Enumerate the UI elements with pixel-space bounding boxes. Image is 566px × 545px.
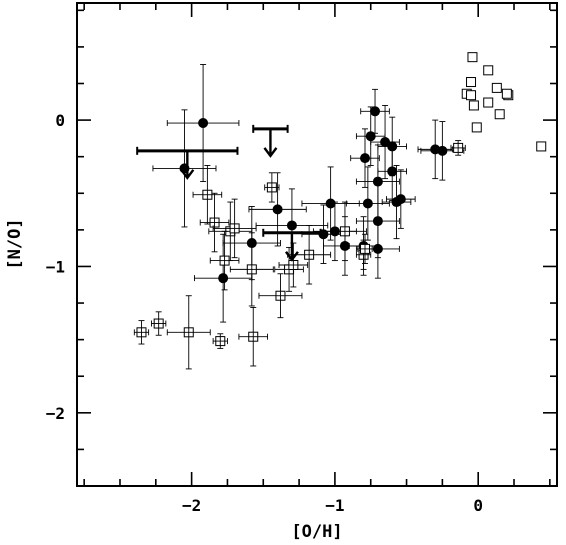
data-point [152,109,217,228]
data-point [229,232,274,307]
y-tick-label: −2 [46,404,65,423]
data-point [466,90,477,101]
data-point [194,233,253,323]
data-point [450,140,466,156]
filled-circle-marker [395,194,406,205]
filled-circle-marker [362,198,373,209]
filled-circle-marker [218,273,229,284]
open-square-marker [491,82,502,93]
open-square-marker [536,141,547,152]
limit-arrow-head [263,147,278,158]
filled-circle-marker [387,166,398,177]
data-point [360,88,390,134]
data-point [350,128,380,188]
data-point [501,88,512,99]
y-tick-label: −1 [46,257,65,276]
data-point [483,65,494,76]
data-point [467,52,478,63]
data-point [322,201,367,262]
data-point [491,82,502,93]
data-point [212,333,228,349]
data-point [468,100,479,111]
filled-circle-marker [272,204,283,215]
open-square-marker [483,65,494,76]
y-tick-label: 0 [55,111,65,130]
data-point [209,230,240,291]
filled-circle-marker [198,118,209,129]
data-point [357,233,373,264]
tick-labels: −2 −1 0 −2 −1 0 [46,111,483,515]
data-point [258,273,303,319]
x-tick-label: 0 [473,496,483,515]
data-point [264,172,280,203]
data-point [151,311,167,336]
data-point [420,121,465,181]
open-square-marker [466,77,477,88]
data-point [355,239,372,270]
open-square-marker [468,100,479,111]
open-square-marker [483,97,494,108]
data-point [471,122,482,133]
data-point [136,146,239,180]
filled-circle-marker [370,106,381,117]
limit-arrow-head [284,251,299,262]
x-tick-label: −2 [182,496,201,515]
data-point [166,295,211,370]
data-point [301,166,360,241]
filled-circle-marker [286,220,297,231]
data-point [252,124,289,158]
data-point [536,141,547,152]
data-point [255,188,329,263]
data-point [377,141,408,202]
data-point [466,77,477,88]
data-point [248,172,307,247]
open-square-marker [501,88,512,99]
data-point [199,192,230,253]
data-point [238,306,269,367]
data-point [386,169,416,229]
x-tick-label: −1 [325,496,344,515]
axis-ticks [77,3,557,487]
limit-arrow-head [180,169,195,180]
plot-frame [76,2,558,487]
data-point [494,109,505,120]
data-point [417,119,453,180]
data-point [483,97,494,108]
y-axis-label: [N/O] [5,218,25,269]
data-point [212,198,257,259]
open-square-marker [494,109,505,120]
data-point [192,165,223,225]
data-point [262,228,322,262]
open-square-marker [471,122,482,133]
filled-circle-marker [372,243,383,254]
data-point [133,320,150,345]
x-axis-label: [O/H] [291,522,342,542]
data-point [278,242,309,288]
filled-circle-marker [437,145,448,156]
filled-circle-marker [360,153,370,164]
open-square-marker [467,52,478,63]
data-point [166,64,240,183]
open-square-marker [466,90,477,101]
data-point [345,166,390,241]
filled-circle-marker [380,137,391,148]
filled-circle-marker [325,198,336,209]
data-marks [133,52,547,370]
